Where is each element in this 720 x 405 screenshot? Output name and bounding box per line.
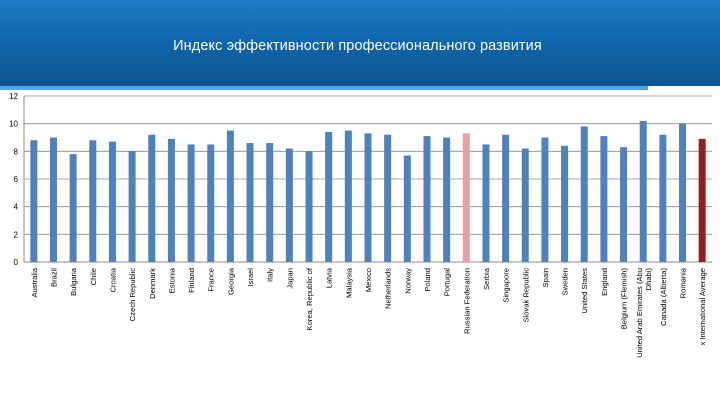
bar-chart: 0 2 4 6 8 10 12 Australia Brazil Bulgaria Chile Cr… — [9, 92, 712, 358]
y-tick-label: 10 — [9, 120, 18, 129]
bar — [600, 136, 608, 262]
bar — [207, 144, 215, 262]
x-tick-label: Russian Federation — [462, 268, 471, 334]
bar — [698, 138, 706, 262]
x-tick-label: x International Average — [698, 268, 707, 346]
x-tick-label: Malaysia — [344, 267, 353, 298]
x-tick-label: Japan — [285, 268, 294, 289]
bar — [69, 154, 77, 262]
banner-accent-stripe — [0, 86, 648, 90]
x-tick-label: Brazil — [49, 268, 58, 287]
bar — [187, 144, 195, 262]
bar — [128, 151, 136, 262]
bar — [423, 136, 431, 262]
x-tick-label: Serbia — [482, 267, 491, 290]
x-tick-label: Latvia — [325, 267, 334, 288]
gridlines — [24, 95, 712, 263]
bar — [639, 120, 647, 263]
bar — [364, 133, 372, 262]
x-tick-label: Estonia — [167, 267, 176, 293]
x-tick-label: Italy — [266, 268, 275, 282]
x-tick-label: Singapore — [502, 268, 511, 303]
x-tick-label: Australia — [30, 267, 39, 297]
x-tick-label: Korea, Republic of — [305, 267, 314, 330]
bar — [167, 138, 175, 262]
bar — [226, 130, 234, 262]
bar — [541, 137, 549, 262]
x-tick-label: Canada (Alberta) — [659, 268, 668, 326]
bar — [679, 123, 687, 262]
category-labels: Australia Brazil Bulgaria Chile Croatia Czech… — [30, 267, 707, 358]
x-tick-label: Portugal — [443, 268, 452, 297]
x-tick-label: Norway — [403, 268, 412, 294]
bar — [580, 126, 588, 262]
bar — [266, 143, 274, 262]
x-tick-label: Belgium (Flemish) — [620, 268, 629, 330]
x-tick-label: Spain — [541, 268, 550, 287]
y-tick-label: 12 — [9, 92, 18, 101]
bar — [482, 144, 490, 262]
x-tick-label: Poland — [423, 268, 432, 292]
y-axis: 0 2 4 6 8 10 12 — [9, 92, 25, 267]
bar — [30, 140, 38, 262]
x-tick-label: Sweden — [561, 268, 570, 295]
x-tick-label: Slovak Republic — [521, 268, 530, 323]
x-tick-label: England — [600, 268, 609, 296]
bar — [620, 147, 628, 262]
title-banner — [0, 0, 720, 86]
page-title: Индекс эффективности профессионального р… — [173, 38, 542, 54]
y-tick-label: 4 — [14, 203, 19, 212]
x-tick-label: Denmark — [148, 268, 157, 299]
bars — [30, 120, 706, 263]
x-tick-label: Georgia — [226, 267, 235, 295]
x-tick-label: Czech Republic — [128, 268, 137, 321]
bar — [49, 137, 57, 262]
bar — [305, 151, 313, 262]
bar — [89, 140, 97, 262]
x-tick-label: United States — [580, 268, 589, 314]
x-tick-label: Netherlands — [384, 268, 393, 309]
bar — [659, 134, 667, 262]
bar — [502, 134, 510, 262]
y-tick-label: 6 — [14, 175, 19, 184]
x-tick-label: Israel — [246, 268, 255, 287]
bar — [561, 145, 569, 262]
x-tick-label: Finland — [187, 268, 196, 293]
x-tick-label: France — [207, 268, 216, 292]
x-tick-label: Romania — [679, 267, 688, 298]
bar — [148, 134, 156, 262]
bar — [285, 148, 293, 262]
bar — [108, 141, 116, 262]
y-tick-label: 2 — [14, 230, 19, 239]
y-tick-label: 8 — [14, 147, 19, 156]
bar — [521, 148, 529, 262]
x-tick-label: Bulgaria — [69, 267, 78, 296]
bar — [443, 137, 451, 262]
x-tick-label: Mexico — [364, 268, 373, 292]
bar — [246, 143, 254, 262]
x-tick-label: Chile — [89, 268, 98, 285]
x-tick-label: Croatia — [108, 267, 117, 292]
bar — [462, 133, 470, 262]
bar — [384, 134, 392, 262]
bar — [325, 131, 333, 262]
bar — [344, 130, 352, 262]
x-tick-label: United Arab Emirates (AbuDhabi) — [635, 268, 653, 358]
y-tick-label: 0 — [14, 258, 19, 267]
bar — [403, 155, 411, 262]
